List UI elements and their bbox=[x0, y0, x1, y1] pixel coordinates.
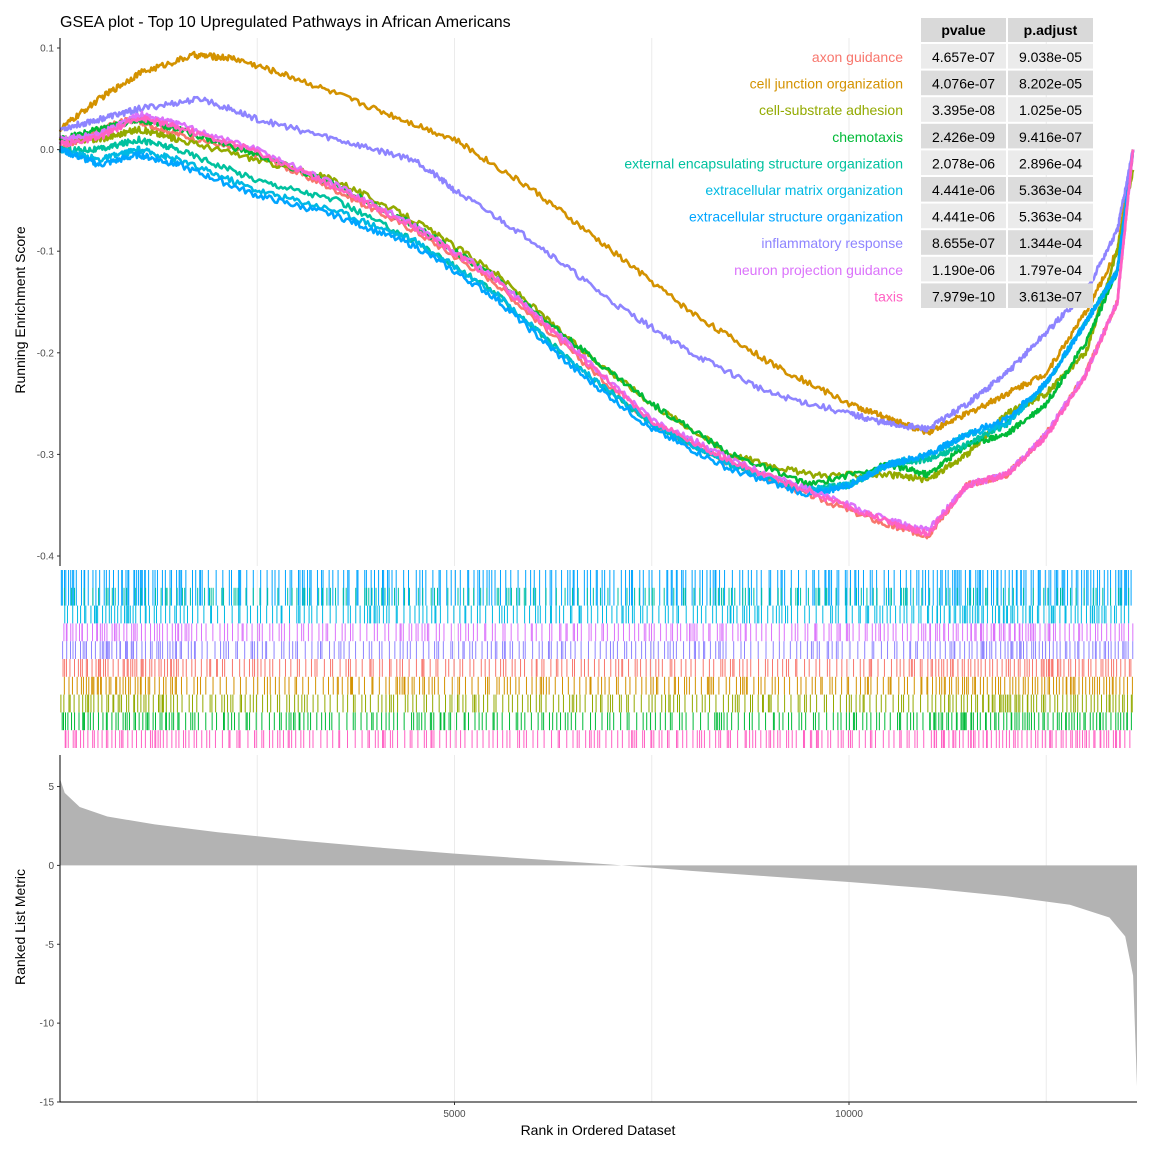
legend-label: neuron projection guidance bbox=[734, 262, 903, 278]
legend-label: chemotaxis bbox=[832, 129, 903, 145]
table-header-cell bbox=[1008, 18, 1093, 42]
table-cell bbox=[921, 97, 1006, 122]
table-header-cell bbox=[921, 18, 1006, 42]
es-axis: 0.1 0.0 -0.1 -0.2 -0.3 -0.4 bbox=[37, 38, 61, 566]
pvalue-cell: 7.979e-10 bbox=[932, 288, 995, 304]
pvalue-cell: 8.655e-07 bbox=[932, 235, 995, 251]
legend-label: cell junction organization bbox=[750, 76, 903, 92]
table-cell bbox=[1008, 44, 1093, 69]
es-line-taxis bbox=[58, 114, 1135, 538]
table-cell bbox=[921, 177, 1006, 202]
es-line-extracellular-structure-organization bbox=[58, 146, 1135, 498]
metric-y-tick-label: -10 bbox=[40, 1019, 55, 1030]
legend-label: axon guidance bbox=[812, 49, 903, 65]
metric-y-tick-label: -5 bbox=[45, 940, 54, 951]
hit-row-inflammatory-response bbox=[62, 641, 1134, 659]
table-cell bbox=[1008, 70, 1093, 96]
hit-row-secondary bbox=[63, 587, 1130, 606]
table-cell bbox=[921, 70, 1006, 96]
legend: axon guidance cell junction organization c… bbox=[624, 49, 903, 304]
table-cell bbox=[921, 230, 1006, 255]
padjust-cell: 1.797e-04 bbox=[1019, 262, 1082, 278]
table-header-label: p.adjust bbox=[1024, 22, 1078, 38]
table-cell bbox=[921, 256, 1006, 282]
hit-ticks bbox=[60, 570, 1134, 748]
table-cell bbox=[921, 283, 1006, 308]
hit-row-extracellular-structure-organization bbox=[60, 570, 1132, 606]
padjust-cell: 1.025e-05 bbox=[1019, 102, 1082, 118]
es-line-cell-junction-organization bbox=[58, 50, 1135, 436]
padjust-cell: 9.416e-07 bbox=[1019, 129, 1082, 145]
metric-y-tick-label: 0 bbox=[48, 861, 54, 872]
es-y-tick-label: -0.3 bbox=[37, 450, 55, 461]
legend-label: extracellular matrix organization bbox=[705, 182, 903, 198]
padjust-cell: 1.344e-04 bbox=[1019, 235, 1082, 251]
legend-label: external encapsulating structure organiz… bbox=[624, 155, 903, 171]
table-cell bbox=[921, 123, 1006, 149]
legend-label: cell-substrate adhesion bbox=[759, 102, 903, 118]
table-cell bbox=[921, 203, 1006, 229]
pvalue-cell: 2.426e-09 bbox=[932, 129, 995, 145]
x-tick-label: 5000 bbox=[443, 1109, 466, 1120]
es-y-tick-label: -0.4 bbox=[37, 552, 55, 563]
es-line-inflammatory-response bbox=[59, 95, 1135, 433]
chart-title: GSEA plot - Top 10 Upregulated Pathways … bbox=[60, 14, 511, 31]
y-axis-title-es: Running Enrichment Score bbox=[12, 226, 28, 394]
padjust-cell: 5.363e-04 bbox=[1019, 209, 1082, 225]
table-cell bbox=[1008, 256, 1093, 282]
pvalue-cell: 4.441e-06 bbox=[932, 182, 995, 198]
es-y-tick-label: -0.2 bbox=[37, 348, 55, 359]
table-cell bbox=[921, 44, 1006, 69]
legend-label: extracellular structure organization bbox=[689, 209, 903, 225]
hit-row-extracellular-matrix-organization bbox=[64, 605, 1130, 624]
pvalue-cell: 2.078e-06 bbox=[932, 155, 995, 171]
table-cell bbox=[1008, 123, 1093, 149]
es-y-tick-label: 0.1 bbox=[40, 44, 54, 55]
metric-y-tick-label: -15 bbox=[40, 1098, 55, 1109]
es-y-tick-label: -0.1 bbox=[37, 247, 55, 258]
table-cell bbox=[1008, 203, 1093, 229]
padjust-cell: 5.363e-04 bbox=[1019, 182, 1082, 198]
table-cell bbox=[921, 150, 1006, 175]
es-lines bbox=[58, 50, 1135, 540]
pvalue-cell: 4.657e-07 bbox=[932, 49, 995, 65]
pvalue-cell: 3.395e-08 bbox=[932, 102, 995, 118]
x-tick-label: 10000 bbox=[835, 1109, 863, 1120]
hit-row-neuron-projection-guidance bbox=[63, 623, 1134, 642]
hit-row-taxis bbox=[64, 730, 1131, 748]
es-y-tick-label: 0.0 bbox=[40, 145, 54, 156]
pvalue-cell: 4.441e-06 bbox=[932, 209, 995, 225]
table-cell bbox=[1008, 177, 1093, 202]
hit-row-cell-substrate-adhesion bbox=[60, 694, 1133, 713]
table-header-label: pvalue bbox=[941, 22, 986, 38]
table-cell bbox=[1008, 283, 1093, 308]
metric-grid bbox=[256, 755, 1047, 1102]
pvalue-table: pvalue p.adjust 4.657e-07 9.038e-05 4.076e-0… bbox=[921, 18, 1093, 308]
metric-area-fill bbox=[60, 778, 1137, 1087]
metric-area bbox=[60, 778, 1137, 1087]
metric-axis: 5 0 -5 -10 -15 5000 10000 bbox=[40, 755, 1137, 1120]
pvalue-cell: 4.076e-07 bbox=[932, 76, 995, 92]
padjust-cell: 2.896e-04 bbox=[1019, 155, 1082, 171]
table-cell bbox=[1008, 150, 1093, 175]
legend-label: inflammatory response bbox=[761, 235, 903, 251]
table-cell bbox=[1008, 97, 1093, 122]
hit-row-cell-junction-organization bbox=[63, 676, 1133, 695]
padjust-cell: 8.202e-05 bbox=[1019, 76, 1082, 92]
legend-label: taxis bbox=[874, 288, 903, 304]
metric-y-tick-label: 5 bbox=[48, 782, 54, 793]
hit-row-chemotaxis bbox=[61, 712, 1132, 731]
y-axis-title-metric: Ranked List Metric bbox=[12, 869, 28, 985]
pvalue-cell: 1.190e-06 bbox=[932, 262, 995, 278]
padjust-cell: 3.613e-07 bbox=[1019, 288, 1082, 304]
x-axis-title: Rank in Ordered Dataset bbox=[521, 1122, 676, 1138]
hit-row-axon-guidance bbox=[62, 659, 1132, 677]
table-cell bbox=[1008, 230, 1093, 255]
padjust-cell: 9.038e-05 bbox=[1019, 49, 1082, 65]
